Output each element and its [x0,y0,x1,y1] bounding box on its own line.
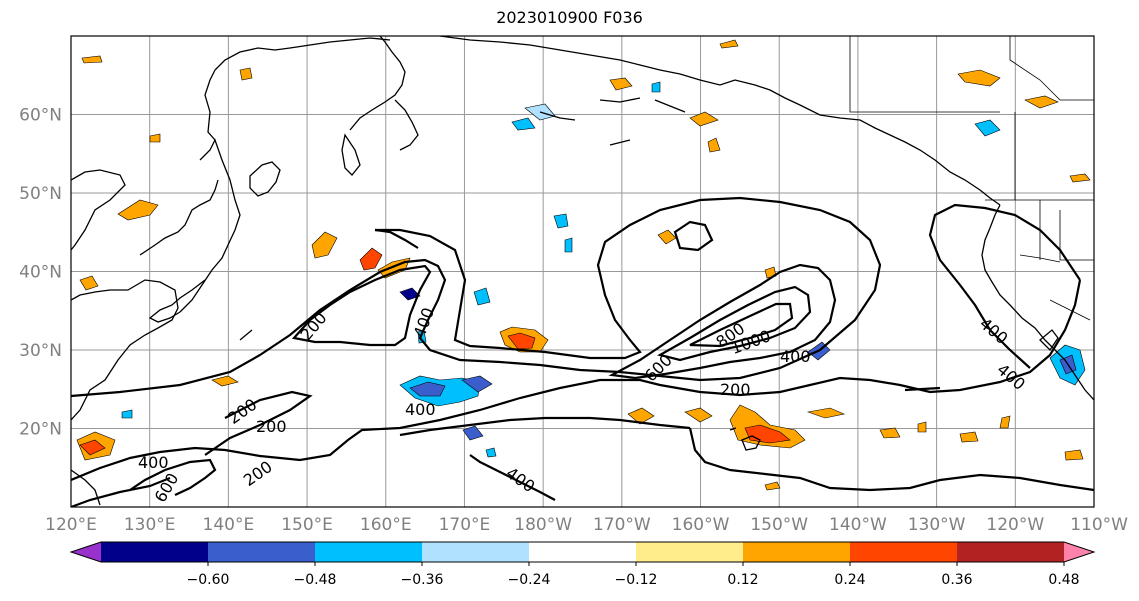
longitude-label: 160°W [672,515,730,535]
colorbar-tick-label: −0.12 [615,572,658,588]
colorbar-extend-low [71,542,101,562]
colorbar-segment [101,542,209,562]
longitude-label: 160°E [360,515,412,535]
colorbar-segment [315,542,423,562]
colorbar-segment [850,542,958,562]
longitude-label: 130°W [908,515,966,535]
colorbar-segment [636,542,744,562]
latitude-label: 20°N [19,420,62,440]
coastlines [71,36,1094,506]
colorbar: −0.60 −0.48 −0.36 −0.24 −0.12 0.12 0.24 0.36 0.4… [69,541,1096,588]
colorbar-tick-label: 0.24 [834,572,865,588]
negative-patches [121,81,1086,458]
map-panel: 200 400 400 200 200 200 400 600 400 600 … [70,35,1095,508]
colorbar-segment [208,542,316,562]
longitude-label: 140°E [203,515,255,535]
colorbar-segment [422,542,530,562]
latitude-label: 60°N [19,106,62,126]
longitude-label: 120°E [45,515,97,535]
longitude-label: 170°E [439,515,491,535]
latitude-label: 40°N [19,263,62,283]
colorbar-segment [529,542,637,562]
colorbar-segment [957,542,1065,562]
map-title: 2023010900 F036 [496,8,643,27]
latitude-label: 50°N [19,184,62,204]
shaded-anomalies [76,39,1091,491]
positive-patches [76,39,1091,491]
contour-label: 400 [780,347,811,366]
longitude-label: 120°W [986,515,1044,535]
colorbar-tick-label: 0.12 [727,572,758,588]
latitude-labels: 60°N 50°N 40°N 30°N 20°N [19,106,62,440]
colorbar-tick-label: −0.48 [294,572,337,588]
colorbar-extend-high [1064,542,1094,562]
borders [849,36,1094,321]
colorbar-segment [743,542,851,562]
longitude-label: 150°W [750,515,808,535]
longitude-label: 180°W [514,515,572,535]
longitude-label: 150°E [281,515,333,535]
longitude-labels: 120°E 130°E 140°E 150°E 160°E 170°E 180°W 170°W… [45,515,1128,535]
colorbar-tick-label: −0.60 [187,572,230,588]
colorbar-tick-label: −0.24 [508,572,551,588]
contours [71,196,1094,507]
map-frame [70,35,1095,508]
longitude-label: 170°W [593,515,651,535]
latitude-label: 30°N [19,341,62,361]
colorbar-tick-label: 0.36 [941,572,972,588]
longitude-label: 130°E [124,515,176,535]
colorbar-tick-label: −0.36 [401,572,444,588]
contour-label: 200 [720,380,751,399]
colorbar-tick-label: 0.48 [1048,572,1079,588]
contour-label: 400 [138,453,169,472]
contour-label: 200 [256,417,287,436]
longitude-label: 140°W [829,515,887,535]
longitude-label: 110°W [1070,515,1128,535]
contour-label: 400 [405,400,436,419]
